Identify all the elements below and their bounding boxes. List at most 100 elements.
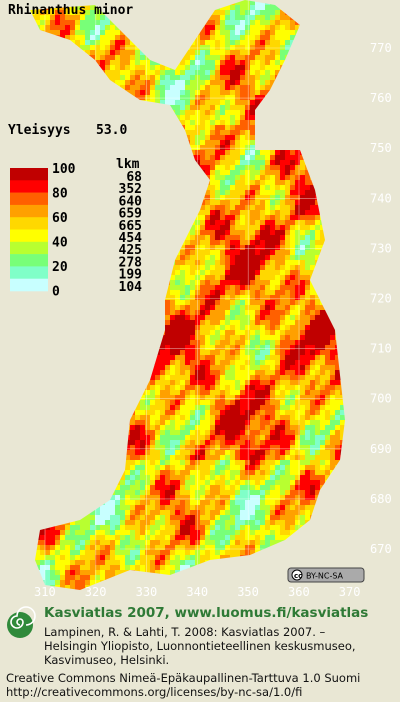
map-cell <box>155 70 160 75</box>
map-cell <box>95 225 100 230</box>
map-cell <box>185 15 190 20</box>
map-cell <box>250 160 255 165</box>
map-cell <box>175 60 180 65</box>
map-cell <box>275 230 280 235</box>
map-cell <box>85 90 90 95</box>
map-cell <box>275 275 280 280</box>
map-cell <box>145 315 150 320</box>
map-cell <box>60 40 65 45</box>
map-cell <box>185 225 190 230</box>
map-cell <box>310 25 315 30</box>
map-cell <box>90 310 95 315</box>
map-cell <box>50 350 55 355</box>
map-cell <box>320 105 325 110</box>
map-cell <box>95 295 100 300</box>
map-cell <box>80 35 85 40</box>
map-cell <box>295 50 300 55</box>
map-cell <box>25 90 30 95</box>
map-cell <box>335 170 340 175</box>
map-cell <box>270 55 275 60</box>
map-cell <box>230 290 235 295</box>
map-cell <box>180 115 185 120</box>
map-cell <box>185 240 190 245</box>
map-cell <box>205 335 210 340</box>
map-cell <box>310 190 315 195</box>
map-cell <box>45 110 50 115</box>
map-cell <box>90 295 95 300</box>
map-cell <box>345 340 350 345</box>
map-cell <box>185 85 190 90</box>
map-cell <box>315 365 320 370</box>
map-cell <box>95 105 100 110</box>
map-cell <box>30 330 35 335</box>
map-cell <box>275 115 280 120</box>
map-cell <box>55 100 60 105</box>
map-cell <box>85 265 90 270</box>
map-cell <box>225 290 230 295</box>
map-cell <box>45 300 50 305</box>
map-cell <box>345 35 350 40</box>
map-cell <box>60 275 65 280</box>
map-cell <box>65 230 70 235</box>
map-cell <box>220 175 225 180</box>
map-cell <box>95 260 100 265</box>
map-cell <box>105 285 110 290</box>
map-cell <box>165 60 170 65</box>
map-cell <box>335 175 340 180</box>
map-cell <box>220 105 225 110</box>
map-cell <box>130 30 135 35</box>
map-cell <box>30 85 35 90</box>
map-cell <box>210 275 215 280</box>
map-cell <box>240 0 245 5</box>
map-cell <box>235 295 240 300</box>
map-cell <box>85 40 90 45</box>
map-cell <box>305 20 310 25</box>
map-cell <box>85 35 90 40</box>
map-cell <box>25 110 30 115</box>
map-cell <box>275 270 280 275</box>
map-cell <box>175 40 180 45</box>
map-cell <box>90 10 95 15</box>
map-cell <box>295 350 300 355</box>
map-cell <box>50 80 55 85</box>
map-cell <box>235 120 240 125</box>
map-cell <box>105 25 110 30</box>
map-cell <box>45 20 50 25</box>
map-cell <box>95 365 100 370</box>
map-cell <box>240 340 245 345</box>
map-cell <box>130 75 135 80</box>
map-cell <box>140 145 145 150</box>
map-cell <box>300 380 305 385</box>
map-cell <box>200 65 205 70</box>
map-cell <box>220 265 225 270</box>
map-cell <box>25 50 30 55</box>
map-cell <box>345 150 350 155</box>
map-cell <box>245 310 250 315</box>
map-cell <box>145 110 150 115</box>
map-cell <box>315 120 320 125</box>
map-cell <box>85 10 90 15</box>
map-cell <box>290 65 295 70</box>
map-cell <box>220 95 225 100</box>
map-cell <box>225 125 230 130</box>
map-cell <box>345 240 350 245</box>
map-cell <box>90 225 95 230</box>
map-cell <box>135 90 140 95</box>
map-cell <box>295 255 300 260</box>
map-cell <box>255 70 260 75</box>
map-cell <box>290 320 295 325</box>
map-cell <box>335 300 340 305</box>
map-cell <box>200 215 205 220</box>
map-cell <box>305 215 310 220</box>
map-cell <box>120 355 125 360</box>
map-cell <box>295 0 300 5</box>
map-cell <box>115 35 120 40</box>
map-cell <box>170 235 175 240</box>
map-cell <box>245 100 250 105</box>
map-cell <box>245 265 250 270</box>
map-cell <box>280 360 285 365</box>
map-cell <box>160 165 165 170</box>
map-cell <box>265 305 270 310</box>
map-cell <box>155 195 160 200</box>
map-cell <box>280 295 285 300</box>
